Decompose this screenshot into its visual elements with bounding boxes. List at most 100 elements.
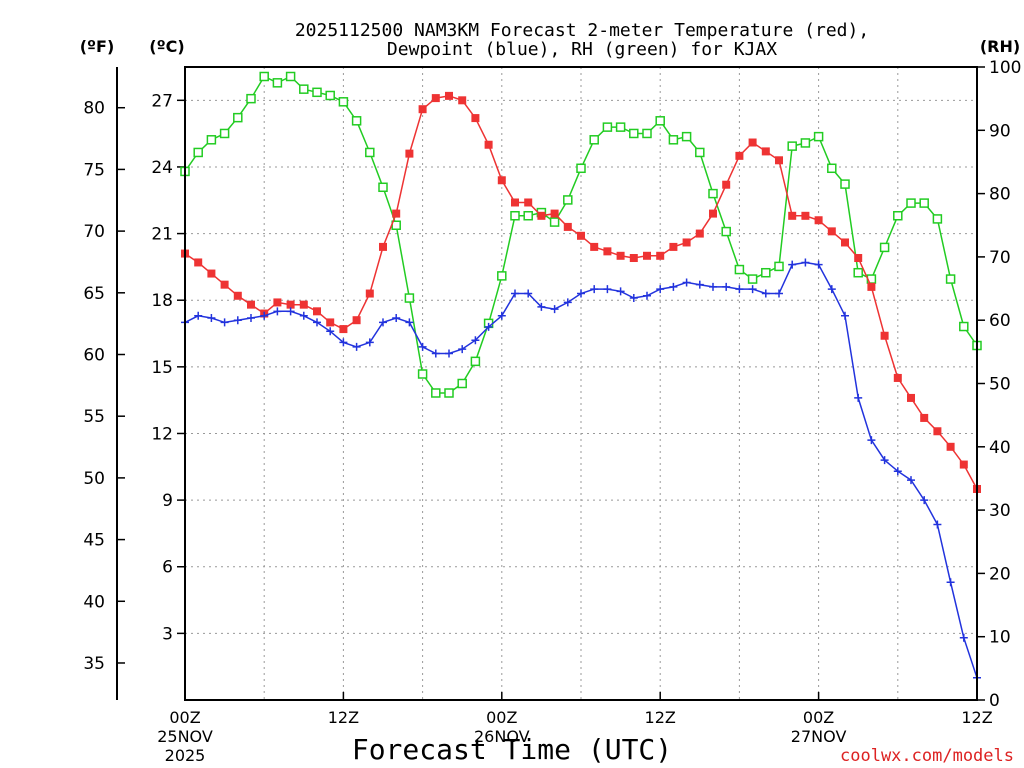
dewpoint-point [484, 322, 493, 331]
temperature-point [497, 176, 506, 185]
temperature-point [326, 318, 335, 327]
rh-point [668, 135, 679, 145]
x-tick-year-label: 2025 [165, 746, 206, 765]
rh-point [206, 135, 217, 145]
x-tick-label: 00Z [803, 708, 834, 727]
temperature-point [748, 138, 757, 147]
rh-point [747, 274, 758, 284]
fahrenheit-tick-label: 45 [83, 531, 105, 551]
rh-point [893, 211, 903, 221]
dewpoint-point [260, 311, 269, 320]
temperature-series [181, 91, 981, 493]
dewpoint-point [920, 496, 929, 505]
dewpoint-point [695, 280, 704, 289]
rh-point [932, 214, 943, 224]
rh-point [840, 179, 850, 189]
rh-point [681, 131, 692, 142]
fahrenheit-tick-label: 75 [83, 160, 105, 180]
rh-point [246, 93, 256, 104]
rh-point [285, 71, 296, 82]
dewpoint-point [537, 302, 546, 311]
dewpoint-point [471, 336, 480, 345]
rh-tick-label: 0 [989, 691, 1000, 711]
dewpoint-point [497, 311, 506, 320]
dewpoint-point [563, 298, 572, 307]
rh-point [233, 112, 243, 123]
dewpoint-point [907, 476, 915, 485]
rh-point [325, 90, 335, 101]
x-tick-label: 12Z [645, 708, 676, 727]
temperature-point [616, 251, 625, 260]
temperature-point [220, 280, 229, 289]
rh-point [761, 267, 771, 278]
temperature-point [550, 209, 559, 218]
rh-point [906, 198, 916, 208]
dewpoint-point [392, 313, 401, 322]
rh-tick-label: 50 [989, 375, 1011, 395]
rh-point [589, 135, 599, 145]
x-tick-label: 12Z [961, 708, 992, 727]
x-tick-label: 00Z [486, 708, 517, 727]
dewpoint-point [933, 520, 942, 529]
temperature-point [590, 242, 599, 251]
dewpoint-point [854, 393, 863, 402]
rh-point [642, 128, 652, 139]
temperature-point [959, 460, 968, 469]
fahrenheit-tick-label: 35 [83, 654, 105, 674]
temperature-point [893, 373, 902, 382]
rh-point [695, 147, 705, 158]
temperature-point [814, 216, 823, 225]
rh-point [365, 147, 375, 158]
temperature-point [603, 247, 612, 256]
rh-point [655, 116, 665, 126]
rh-tick-label: 40 [989, 438, 1011, 458]
rh-tick-label: 10 [989, 628, 1011, 648]
dewpoint-point [669, 282, 678, 291]
rh-point [444, 388, 454, 398]
rh-point [510, 211, 520, 221]
dewpoint-point [959, 633, 968, 642]
rh-point [919, 198, 929, 208]
temperature-point [431, 94, 440, 103]
dewpoint-point [511, 289, 519, 298]
dewpoint-point [365, 338, 374, 347]
dewpoint-point [550, 305, 559, 314]
dewpoint-point [656, 285, 665, 294]
dewpoint-point [194, 311, 203, 320]
rh-tick-label: 20 [989, 564, 1011, 584]
rh-tick-label: 100 [989, 58, 1021, 78]
x-axis-title: Forecast Time (UTC) [352, 733, 672, 766]
dewpoint-point [880, 456, 889, 465]
dewpoint-point [841, 311, 849, 320]
x-tick-day-label: 27NOV [791, 727, 847, 746]
rh-point [879, 242, 890, 253]
dewpoint-point [590, 285, 599, 294]
temperature-point [445, 91, 453, 100]
fahrenheit-tick-label: 80 [83, 99, 105, 119]
rh-tick-label: 70 [989, 248, 1011, 268]
rh-point [470, 356, 481, 367]
dewpoint-point [814, 260, 823, 269]
rh-point [549, 217, 560, 227]
rh-point [523, 211, 533, 221]
temperature-point [405, 149, 414, 158]
dewpoint-point [286, 307, 295, 316]
rh-point [813, 131, 824, 142]
temperature-point [458, 96, 467, 105]
temperature-point [511, 198, 519, 207]
dewpoint-point [788, 260, 797, 269]
dewpoint-point [207, 313, 216, 322]
dewpoint-point [326, 327, 335, 336]
rh-point [827, 163, 837, 174]
dewpoint-point [867, 436, 876, 445]
rh-point [351, 116, 362, 126]
temperature-point [313, 307, 321, 316]
temperature-point [299, 300, 308, 309]
rh-series [180, 71, 982, 398]
dewpoint-point [946, 578, 955, 587]
rh-point [431, 388, 441, 398]
rh-point [193, 147, 203, 158]
dewpoint-point [458, 345, 467, 354]
temperature-point [722, 180, 731, 189]
